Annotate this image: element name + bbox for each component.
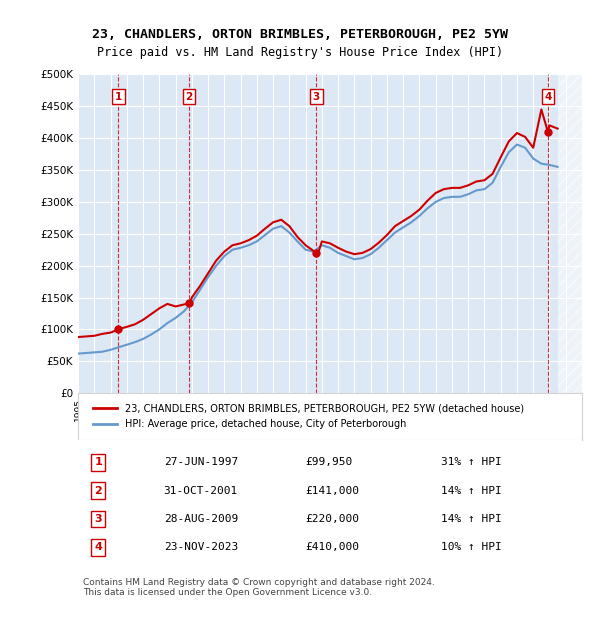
Text: 31% ↑ HPI: 31% ↑ HPI [441,457,502,467]
Text: 3: 3 [313,92,320,102]
Text: 1: 1 [94,457,102,467]
Text: 4: 4 [94,542,102,552]
Legend: 23, CHANDLERS, ORTON BRIMBLES, PETERBOROUGH, PE2 5YW (detached house), HPI: Aver: 23, CHANDLERS, ORTON BRIMBLES, PETERBORO… [88,399,529,434]
Text: 2: 2 [185,92,193,102]
Text: 14% ↑ HPI: 14% ↑ HPI [441,514,502,524]
Text: £99,950: £99,950 [305,457,352,467]
Text: 3: 3 [94,514,102,524]
Bar [557,74,582,393]
Text: 31-OCT-2001: 31-OCT-2001 [164,485,238,495]
Text: 4: 4 [544,92,551,102]
Text: £220,000: £220,000 [305,514,359,524]
Text: £141,000: £141,000 [305,485,359,495]
Text: 2: 2 [94,485,102,495]
Text: 27-JUN-1997: 27-JUN-1997 [164,457,238,467]
Text: Contains HM Land Registry data © Crown copyright and database right 2024.
This d: Contains HM Land Registry data © Crown c… [83,578,435,597]
Text: £410,000: £410,000 [305,542,359,552]
Text: 23-NOV-2023: 23-NOV-2023 [164,542,238,552]
Text: 14% ↑ HPI: 14% ↑ HPI [441,485,502,495]
Text: 28-AUG-2009: 28-AUG-2009 [164,514,238,524]
Text: 10% ↑ HPI: 10% ↑ HPI [441,542,502,552]
Text: 1: 1 [115,92,122,102]
Text: 23, CHANDLERS, ORTON BRIMBLES, PETERBOROUGH, PE2 5YW: 23, CHANDLERS, ORTON BRIMBLES, PETERBORO… [92,28,508,40]
Text: Price paid vs. HM Land Registry's House Price Index (HPI): Price paid vs. HM Land Registry's House … [97,46,503,59]
